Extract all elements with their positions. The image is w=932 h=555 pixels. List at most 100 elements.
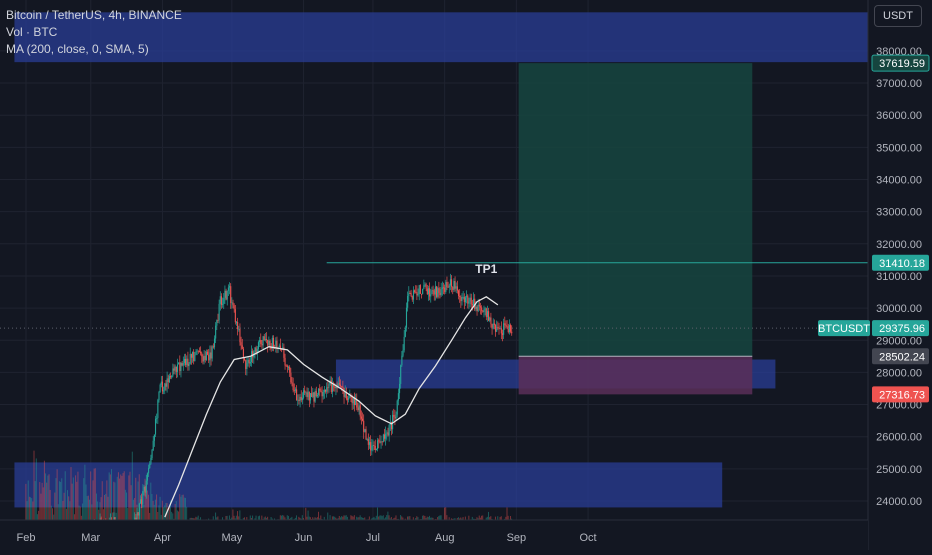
volume-bar <box>178 511 180 522</box>
volume-indicator-label[interactable]: Vol · BTC <box>6 25 58 39</box>
candle <box>425 284 427 289</box>
candle <box>235 321 238 323</box>
candle <box>160 381 162 385</box>
volume-bar <box>446 515 448 522</box>
candle <box>343 388 345 397</box>
candle <box>293 390 295 391</box>
volume-bar <box>488 511 489 522</box>
candle <box>180 363 182 372</box>
volume-bar <box>130 485 132 522</box>
candle <box>234 309 236 323</box>
candle <box>218 303 220 321</box>
volume-bar <box>352 516 354 522</box>
candle <box>201 353 203 357</box>
volume-bar <box>157 511 159 522</box>
stop-zone[interactable] <box>518 356 753 395</box>
candle <box>373 444 375 446</box>
candle <box>279 345 281 350</box>
volume-bar <box>429 515 431 522</box>
volume-bar <box>108 472 110 522</box>
candle <box>212 346 214 348</box>
volume-bar <box>110 469 112 522</box>
candle <box>457 290 460 296</box>
candle <box>197 350 199 352</box>
volume-bar <box>86 496 88 522</box>
candle <box>368 442 371 445</box>
volume-bar <box>134 498 136 522</box>
tp1-label: TP1 <box>475 262 497 276</box>
symbol-badge[interactable]: BTCUSDT <box>818 323 870 335</box>
volume-bar <box>72 477 74 522</box>
candle <box>152 440 154 450</box>
candle <box>176 364 179 372</box>
volume-bar <box>375 515 377 522</box>
volume-bar <box>98 509 100 522</box>
volume-bar <box>344 515 346 522</box>
volume-bar <box>41 482 43 522</box>
candle <box>338 383 340 385</box>
volume-bar <box>237 511 239 522</box>
volume-bar <box>115 512 117 522</box>
candle <box>411 296 413 300</box>
volume-bar <box>112 512 114 522</box>
volume-bar <box>158 505 160 522</box>
current-price-tag: 29375.96 <box>879 323 925 335</box>
price-axis[interactable]: 24000.00 25000.00 26000.00 27000.00 28000.00… <box>818 0 932 550</box>
volume-bar <box>225 515 227 522</box>
candle <box>360 416 362 419</box>
candle <box>202 356 204 362</box>
symbol-title[interactable]: Bitcoin / TetherUS, 4h, BINANCE <box>6 8 182 22</box>
candle <box>430 294 432 297</box>
candle <box>379 441 381 443</box>
candle <box>456 286 458 291</box>
candle <box>419 285 421 294</box>
candle <box>437 288 439 297</box>
volume-bar <box>416 516 418 522</box>
ma-indicator-label[interactable]: MA (200, close, 0, SMA, 5) <box>6 42 149 56</box>
volume-bar <box>167 509 169 522</box>
candle <box>182 362 184 366</box>
candle <box>298 399 300 401</box>
volume-bar <box>445 507 447 522</box>
volume-bar <box>232 509 234 522</box>
target-zone[interactable] <box>518 63 753 357</box>
candle <box>189 353 191 364</box>
candle <box>240 342 242 346</box>
volume-bar <box>97 501 99 522</box>
volume-bar <box>165 502 167 522</box>
long-position-tool[interactable] <box>518 63 753 395</box>
candle <box>403 336 405 351</box>
volume-bar <box>174 504 176 522</box>
candle <box>463 296 465 303</box>
candle <box>149 463 151 469</box>
candle <box>482 310 484 312</box>
candle <box>396 400 398 415</box>
candle <box>146 473 148 481</box>
volume-bar <box>334 516 336 522</box>
price-axis-bg <box>868 0 932 550</box>
volume-bar <box>424 515 426 522</box>
candle <box>505 324 507 327</box>
currency-unit-button[interactable]: USDT <box>874 5 922 27</box>
volume-bar <box>90 471 92 522</box>
candle <box>257 342 260 349</box>
candle <box>449 279 451 286</box>
tp1-line[interactable]: TP1 <box>326 262 868 276</box>
volume-bar <box>53 514 55 522</box>
volume-bar <box>101 481 103 522</box>
candle <box>356 400 358 408</box>
candle <box>142 491 144 505</box>
candle <box>397 393 399 401</box>
time-axis[interactable]: Feb Mar Apr May Jun Jul Aug Sep Oct <box>0 519 868 550</box>
y-tick-label: 27000.00 <box>876 400 922 412</box>
volume-bar <box>182 494 184 522</box>
candle <box>459 295 461 298</box>
candle <box>191 351 194 358</box>
candle <box>209 352 211 361</box>
stop-price-tag-bg <box>872 386 929 403</box>
candle <box>161 381 164 392</box>
volume-bar <box>500 516 502 522</box>
candle <box>478 304 480 307</box>
